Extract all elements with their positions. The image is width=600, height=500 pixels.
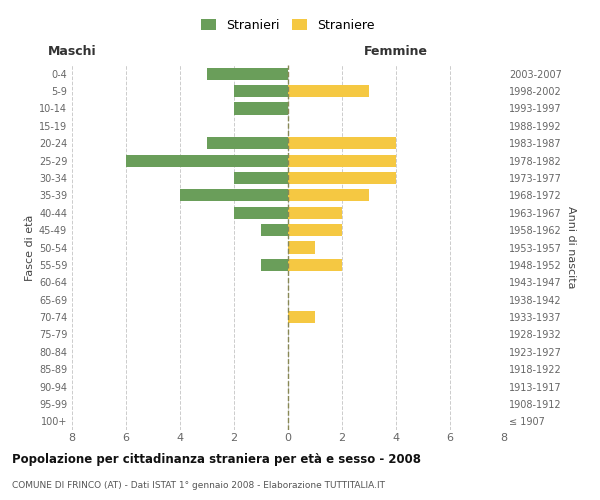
Legend: Stranieri, Straniere: Stranieri, Straniere	[196, 14, 380, 37]
Text: Maschi: Maschi	[47, 44, 97, 58]
Bar	[261, 259, 288, 271]
Bar	[207, 137, 288, 149]
Bar	[207, 68, 288, 80]
Y-axis label: Anni di nascita: Anni di nascita	[566, 206, 576, 289]
Text: Femmine: Femmine	[364, 44, 428, 58]
Bar	[261, 224, 288, 236]
Bar	[234, 85, 288, 97]
Bar	[288, 311, 315, 323]
Bar	[288, 242, 315, 254]
Bar	[288, 137, 396, 149]
Bar	[288, 172, 396, 184]
Text: COMUNE DI FRINCO (AT) - Dati ISTAT 1° gennaio 2008 - Elaborazione TUTTITALIA.IT: COMUNE DI FRINCO (AT) - Dati ISTAT 1° ge…	[12, 480, 385, 490]
Bar	[234, 102, 288, 115]
Bar	[234, 206, 288, 219]
Bar	[126, 154, 288, 166]
Bar	[288, 85, 369, 97]
Bar	[288, 259, 342, 271]
Bar	[288, 190, 369, 202]
Bar	[234, 172, 288, 184]
Bar	[288, 224, 342, 236]
Bar	[288, 154, 396, 166]
Bar	[288, 206, 342, 219]
Bar	[180, 190, 288, 202]
Y-axis label: Fasce di età: Fasce di età	[25, 214, 35, 280]
Text: Popolazione per cittadinanza straniera per età e sesso - 2008: Popolazione per cittadinanza straniera p…	[12, 452, 421, 466]
